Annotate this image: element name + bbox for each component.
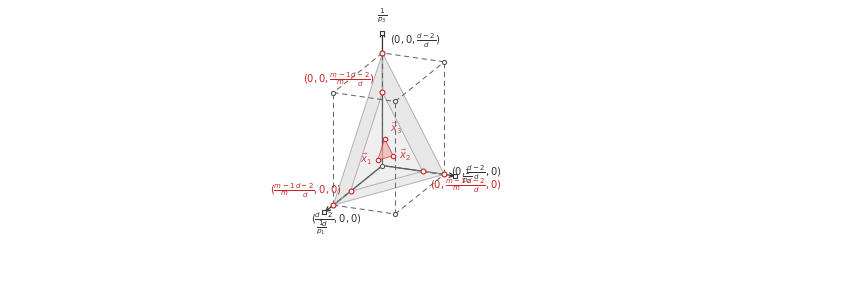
Polygon shape (351, 92, 422, 191)
Polygon shape (383, 53, 445, 174)
Text: $\frac{1}{p_3}$: $\frac{1}{p_3}$ (378, 6, 388, 25)
Polygon shape (334, 171, 445, 205)
Text: $(0,\frac{m-1}{m}\frac{d-2}{d},0)$: $(0,\frac{m-1}{m}\frac{d-2}{d},0)$ (430, 176, 501, 195)
Text: $\frac{1}{p_2}$: $\frac{1}{p_2}$ (462, 168, 472, 186)
Text: $(\frac{d-2}{d},0,0)$: $(\frac{d-2}{d},0,0)$ (311, 211, 362, 229)
Text: $\vec{x}_2$: $\vec{x}_2$ (399, 147, 411, 163)
Polygon shape (334, 53, 445, 205)
Text: $(0,\frac{d-2}{d},0)$: $(0,\frac{d-2}{d},0)$ (452, 164, 502, 182)
Text: $\vec{x}_1$: $\vec{x}_1$ (360, 151, 372, 167)
Text: $(0,0,\frac{d-2}{d})$: $(0,0,\frac{d-2}{d})$ (390, 32, 441, 50)
Text: $\vec{x}_3$: $\vec{x}_3$ (390, 120, 402, 136)
Text: $(\frac{m-1}{m}\frac{d-2}{d},0,0)$: $(\frac{m-1}{m}\frac{d-2}{d},0,0)$ (270, 181, 341, 200)
Text: $\frac{1}{p_1}$: $\frac{1}{p_1}$ (316, 219, 326, 237)
Polygon shape (378, 139, 393, 160)
Polygon shape (334, 53, 383, 205)
Text: $(0,0,\frac{m-1}{m}\frac{d-2}{d})$: $(0,0,\frac{m-1}{m}\frac{d-2}{d})$ (303, 70, 375, 88)
